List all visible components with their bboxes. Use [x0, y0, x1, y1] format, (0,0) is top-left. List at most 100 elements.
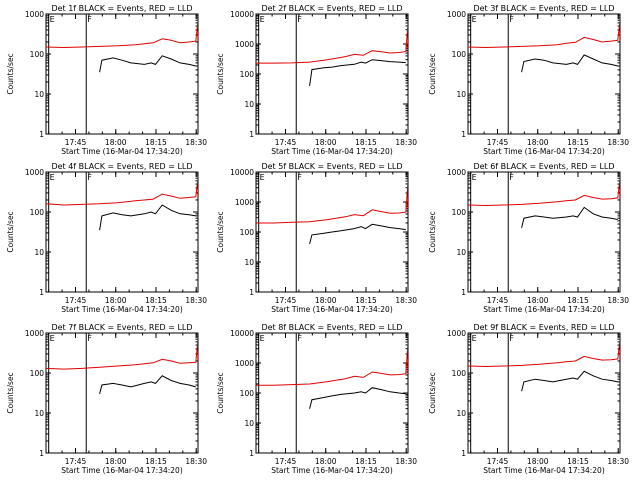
panel-det-7: Det 7f BLACK = Events, RED = LLD 1 10 100 10… [6, 323, 207, 475]
y-tick-label: 100 [452, 50, 467, 59]
panel-det-1: Det 1f BLACK = Events, RED = LLD 1 10 100 10… [6, 4, 207, 156]
x-tick-label: 18:30 [395, 457, 417, 466]
y-tick-label: 1000 [235, 359, 254, 368]
panel-title: Det 7f BLACK = Events, RED = LLD [51, 323, 192, 332]
marker-label: F [297, 173, 302, 182]
y-axis-label: Counts/sec [6, 53, 15, 94]
plot-frame [45, 13, 199, 135]
plot-area [46, 177, 198, 231]
y-tick-label: 1000 [447, 329, 466, 338]
x-tick-label: 18:00 [527, 296, 549, 305]
y-axis-label: Counts/sec [216, 53, 225, 94]
y-tick-label: 10000 [230, 10, 254, 19]
y-axis-label: Counts/sec [6, 211, 15, 252]
marker-label: E [472, 334, 477, 343]
lld-series-line [46, 19, 198, 49]
panel-title: Det 9f BLACK = Events, RED = LLD [473, 323, 614, 332]
y-axis-label: Counts/sec [428, 53, 437, 94]
y-tick-label: 1 [39, 288, 44, 297]
lld-series-line [46, 338, 198, 370]
y-tick-label: 10 [456, 409, 466, 418]
y-tick-label: 100 [452, 208, 467, 217]
y-tick-label: 10000 [230, 329, 254, 338]
plot-area [468, 19, 620, 73]
panel-det-6: Det 6f BLACK = Events, RED = LLD 1 10 100 10… [428, 162, 629, 314]
y-tick-label: 10 [456, 90, 466, 99]
plot-frame [45, 171, 199, 293]
panel-det-5: Det 5f BLACK = Events, RED = LLD 1 10 100 10… [216, 162, 417, 314]
marker-label: E [50, 334, 55, 343]
x-tick-label: 17:45 [65, 296, 87, 305]
y-tick-label: 100 [30, 369, 45, 378]
x-tick-label: 18:00 [105, 138, 127, 147]
panel-title: Det 2f BLACK = Events, RED = LLD [261, 4, 402, 13]
y-tick-label: 100 [240, 228, 255, 237]
y-tick-label: 10 [34, 409, 44, 418]
marker-label: F [509, 334, 514, 343]
plot-area [468, 177, 620, 229]
y-tick-label: 1000 [235, 40, 254, 49]
lld-series-line [256, 180, 408, 224]
x-tick-label: 18:15 [355, 138, 377, 147]
panel-title: Det 3f BLACK = Events, RED = LLD [473, 4, 614, 13]
marker-label: F [297, 15, 302, 24]
marker-label: E [472, 15, 477, 24]
lld-series-line [468, 338, 620, 368]
x-tick-label: 18:30 [607, 457, 629, 466]
panel-det-8: Det 8f BLACK = Events, RED = LLD 1 10 100 10… [216, 323, 417, 475]
x-tick-label: 17:45 [275, 296, 297, 305]
y-tick-label: 1 [39, 130, 44, 139]
x-tick-label: 18:30 [185, 138, 207, 147]
y-tick-label: 1 [461, 449, 466, 458]
panel-title: Det 5f BLACK = Events, RED = LLD [261, 162, 402, 171]
x-tick-label: 18:00 [105, 457, 127, 466]
y-tick-label: 10 [244, 419, 254, 428]
marker-label: E [50, 15, 55, 24]
events-series-line [309, 387, 406, 409]
events-series-line [521, 370, 618, 392]
x-axis-label: Start Time (16-Mar-04 17:34:20) [271, 466, 393, 475]
x-tick-label: 18:15 [567, 138, 589, 147]
x-axis-label: Start Time (16-Mar-04 17:34:20) [61, 147, 183, 156]
y-tick-label: 10 [244, 100, 254, 109]
lld-series-line [468, 19, 620, 49]
y-axis-label: Counts/sec [428, 372, 437, 413]
x-tick-label: 17:45 [487, 138, 509, 147]
x-tick-label: 18:15 [567, 457, 589, 466]
x-tick-label: 18:30 [395, 138, 417, 147]
panel-det-9: Det 9f BLACK = Events, RED = LLD 1 10 100 10… [428, 323, 629, 475]
x-axis-label: Start Time (16-Mar-04 17:34:20) [483, 305, 605, 314]
plot-area [46, 19, 198, 73]
plot-frame [467, 332, 621, 454]
marker-label: E [260, 334, 265, 343]
x-tick-label: 18:15 [355, 457, 377, 466]
y-tick-label: 1 [461, 130, 466, 139]
panel-title: Det 8f BLACK = Events, RED = LLD [261, 323, 402, 332]
x-tick-label: 18:00 [315, 457, 337, 466]
y-tick-label: 10 [34, 248, 44, 257]
x-tick-label: 18:15 [145, 457, 167, 466]
events-series-line [99, 204, 196, 231]
lld-series-line [46, 177, 198, 206]
y-tick-label: 1 [249, 288, 254, 297]
y-tick-label: 1000 [447, 168, 466, 177]
x-axis-label: Start Time (16-Mar-04 17:34:20) [483, 147, 605, 156]
marker-label: E [260, 15, 265, 24]
marker-label: E [50, 173, 55, 182]
marker-label: F [87, 173, 92, 182]
y-tick-label: 100 [240, 70, 255, 79]
x-tick-label: 18:30 [607, 138, 629, 147]
y-axis-label: Counts/sec [6, 372, 15, 413]
marker-label: E [472, 173, 477, 182]
x-tick-label: 18:30 [185, 457, 207, 466]
x-tick-label: 18:30 [607, 296, 629, 305]
x-tick-label: 18:30 [395, 296, 417, 305]
x-tick-label: 17:45 [65, 457, 87, 466]
panel-det-4: Det 4f BLACK = Events, RED = LLD 1 10 100 10… [6, 162, 207, 314]
events-series-line [309, 59, 406, 86]
x-tick-label: 18:30 [185, 296, 207, 305]
plot-area [256, 341, 408, 409]
y-tick-label: 1 [39, 449, 44, 458]
lld-series-line [468, 177, 620, 207]
